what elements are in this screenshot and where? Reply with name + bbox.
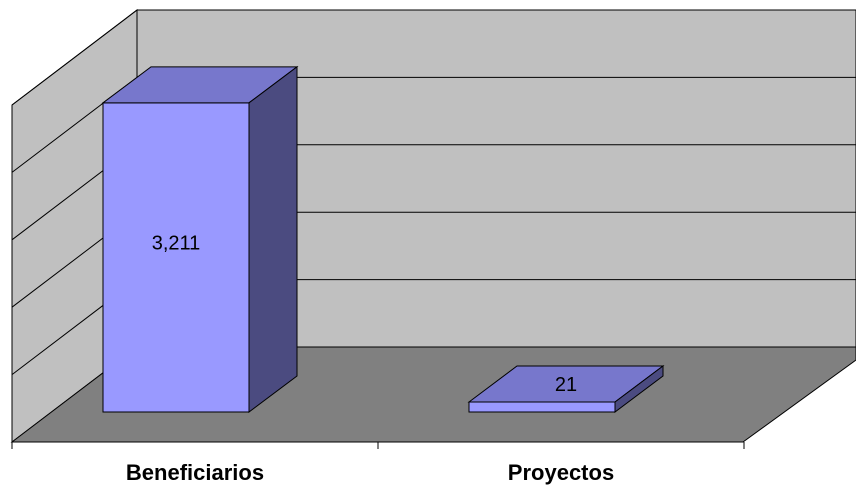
bar-proyectos: 21	[467, 365, 665, 413]
bar-side	[248, 65, 298, 413]
bar-front	[468, 401, 616, 413]
bar-front	[102, 102, 250, 413]
bar-side	[614, 365, 664, 413]
data-label: 21	[555, 374, 577, 396]
bars: 3,211 21	[101, 65, 665, 413]
gridline-side	[11, 9, 138, 106]
data-label: 3,211	[152, 232, 201, 254]
bar-beneficiarios: 3,211	[101, 65, 299, 413]
x-tick-label: Proyectos	[508, 460, 614, 485]
x-tick-label: Beneficiarios	[126, 460, 264, 485]
x-ticks: Beneficiarios Proyectos	[11, 442, 745, 485]
